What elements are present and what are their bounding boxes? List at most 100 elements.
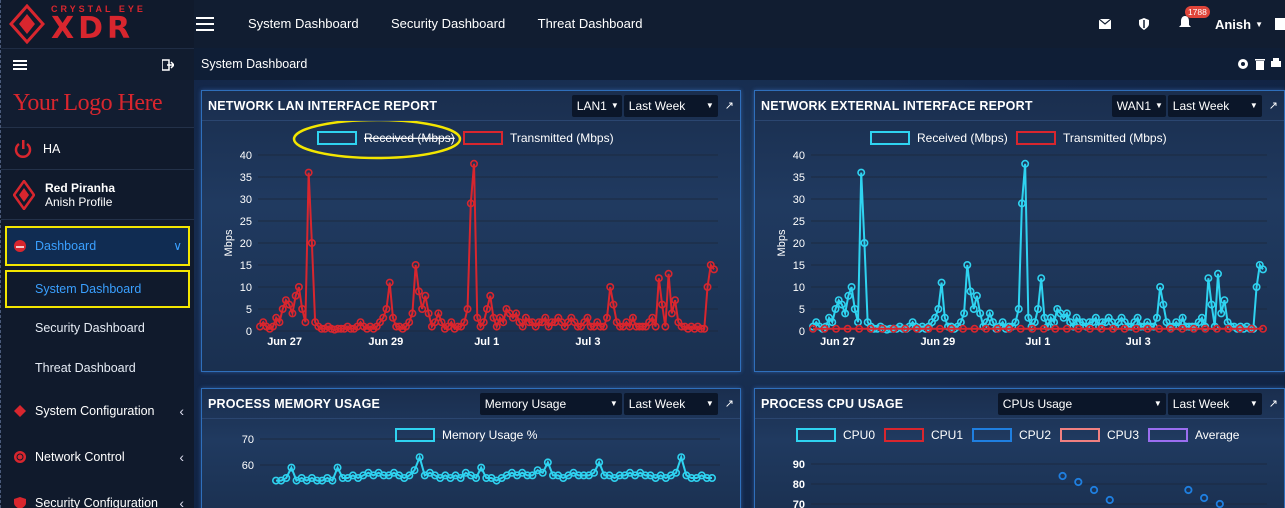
data-point [1210, 322, 1219, 331]
brand-logo[interactable]: CRYSTAL EYE XDR [1, 0, 194, 48]
data-point [596, 322, 605, 331]
sidebar-item-system-configuration[interactable]: System Configuration ‹ [1, 388, 194, 434]
metric-select[interactable]: CPUs Usage ▼ [997, 392, 1166, 415]
bell-icon [1178, 16, 1191, 27]
user-menu[interactable]: Anish [1214, 16, 1252, 32]
sidebar-item-dashboard[interactable]: Dashboard ∨ [5, 226, 190, 266]
data-point [672, 468, 681, 477]
diamond-icon [14, 405, 26, 417]
data-point [1132, 324, 1141, 333]
data-point [1033, 305, 1042, 314]
nav-security-dashboard[interactable]: Security Dashboard [391, 16, 506, 31]
legend-label: CPU2 [1019, 428, 1051, 442]
data-point [1201, 324, 1210, 333]
menu-icon[interactable] [13, 59, 27, 71]
hamburger-icon[interactable] [196, 17, 214, 31]
notifications[interactable]: 1788 [1178, 6, 1210, 32]
data-point [687, 473, 696, 482]
data-point [486, 291, 495, 300]
gear-icon[interactable] [1237, 58, 1249, 70]
data-point [998, 318, 1007, 327]
chevron-down-icon: ∨ [173, 239, 182, 253]
logout-icon[interactable] [162, 58, 174, 71]
sidebar-subitem-security-dashboard[interactable]: Security Dashboard [35, 321, 145, 335]
interface-select[interactable]: LAN1 ▼ [571, 94, 622, 117]
metric-select[interactable]: Memory Usage ▼ [479, 392, 622, 415]
profile-subtitle: Anish Profile [45, 194, 113, 209]
sidebar-subitem-threat-dashboard[interactable]: Threat Dashboard [35, 361, 136, 375]
data-point [479, 318, 488, 327]
data-point [1058, 471, 1067, 481]
x-tick-label: Jun 27 [820, 336, 855, 348]
trash-icon[interactable] [1255, 58, 1265, 70]
profile-block[interactable]: Red Piranha Anish Profile [1, 170, 194, 220]
data-point [648, 313, 657, 322]
data-point [1108, 324, 1117, 333]
nav-threat-dashboard[interactable]: Threat Dashboard [537, 16, 643, 31]
dashboard-icon [14, 240, 26, 252]
data-point [278, 305, 287, 314]
data-point [482, 473, 491, 482]
data-point [658, 300, 667, 309]
period-select[interactable]: Last Week ▼ [1167, 94, 1262, 117]
document-icon[interactable] [1275, 18, 1285, 30]
data-point [609, 300, 618, 309]
shield-icon[interactable] [1138, 18, 1149, 30]
data-point [844, 291, 853, 300]
data-point [1235, 324, 1244, 333]
legend-label: Average [1195, 428, 1240, 442]
chevron-left-icon: ‹ [179, 449, 184, 465]
panel-cpu-usage: PROCESS CPU USAGE CPUs Usage ▼ Last Week ▼… [754, 388, 1285, 508]
data-point [615, 322, 624, 331]
x-tick-label: Jul 1 [1025, 336, 1050, 348]
y-tick-label: 35 [240, 172, 252, 184]
data-point [472, 473, 481, 482]
external-link-icon[interactable]: ↗ [724, 100, 734, 112]
breadcrumb: System Dashboard [201, 57, 308, 71]
period-select[interactable]: Last Week ▼ [1167, 392, 1262, 415]
data-point [847, 283, 856, 292]
data-point [573, 322, 582, 331]
data-point [307, 239, 316, 248]
caret-down-icon[interactable]: ▼ [1255, 19, 1263, 29]
sidebar-item-label: HA [43, 141, 61, 156]
interface-select[interactable]: WAN1 ▼ [1111, 94, 1166, 117]
y-tick-label: 15 [240, 260, 252, 272]
sidebar-item-label: Security Configuration [35, 496, 158, 508]
external-link-icon[interactable]: ↗ [724, 398, 734, 410]
data-point [703, 283, 712, 292]
data-point [963, 261, 972, 270]
data-point [453, 322, 462, 331]
legend-label: CPU3 [1107, 428, 1139, 442]
data-point [1011, 318, 1020, 327]
y-tick-label: 25 [793, 216, 805, 228]
print-icon[interactable] [1271, 58, 1281, 70]
data-point [528, 471, 537, 480]
sidebar-subitem-system-dashboard[interactable]: System Dashboard [5, 270, 190, 308]
external-link-icon[interactable]: ↗ [1268, 398, 1278, 410]
data-point [418, 305, 427, 314]
legend-swatch [1148, 428, 1188, 442]
data-point [982, 324, 991, 333]
sidebar-item-network-control[interactable]: Network Control ‹ [1, 434, 194, 480]
data-point [707, 473, 716, 482]
data-point [1155, 324, 1164, 333]
data-point [697, 324, 706, 333]
nav-system-dashboard[interactable]: System Dashboard [248, 16, 359, 31]
data-point [272, 476, 281, 485]
sidebar-item-ha[interactable]: HA [1, 128, 194, 170]
data-point [304, 168, 313, 177]
data-point [583, 313, 592, 322]
data-point [1258, 265, 1267, 274]
mail-icon[interactable] [1098, 19, 1111, 29]
period-select[interactable]: Last Week ▼ [623, 94, 718, 117]
period-select[interactable]: Last Week ▼ [623, 392, 718, 415]
sidebar-item-security-configuration[interactable]: Security Configuration ‹ [1, 480, 194, 508]
external-link-icon[interactable]: ↗ [1268, 100, 1278, 112]
data-point [482, 305, 491, 314]
data-point [599, 322, 608, 331]
panel-lan-interface: NETWORK LAN INTERFACE REPORT LAN1 ▼ Last … [201, 90, 741, 372]
data-point [1005, 324, 1014, 333]
data-point [993, 324, 1002, 333]
data-point [940, 313, 949, 322]
